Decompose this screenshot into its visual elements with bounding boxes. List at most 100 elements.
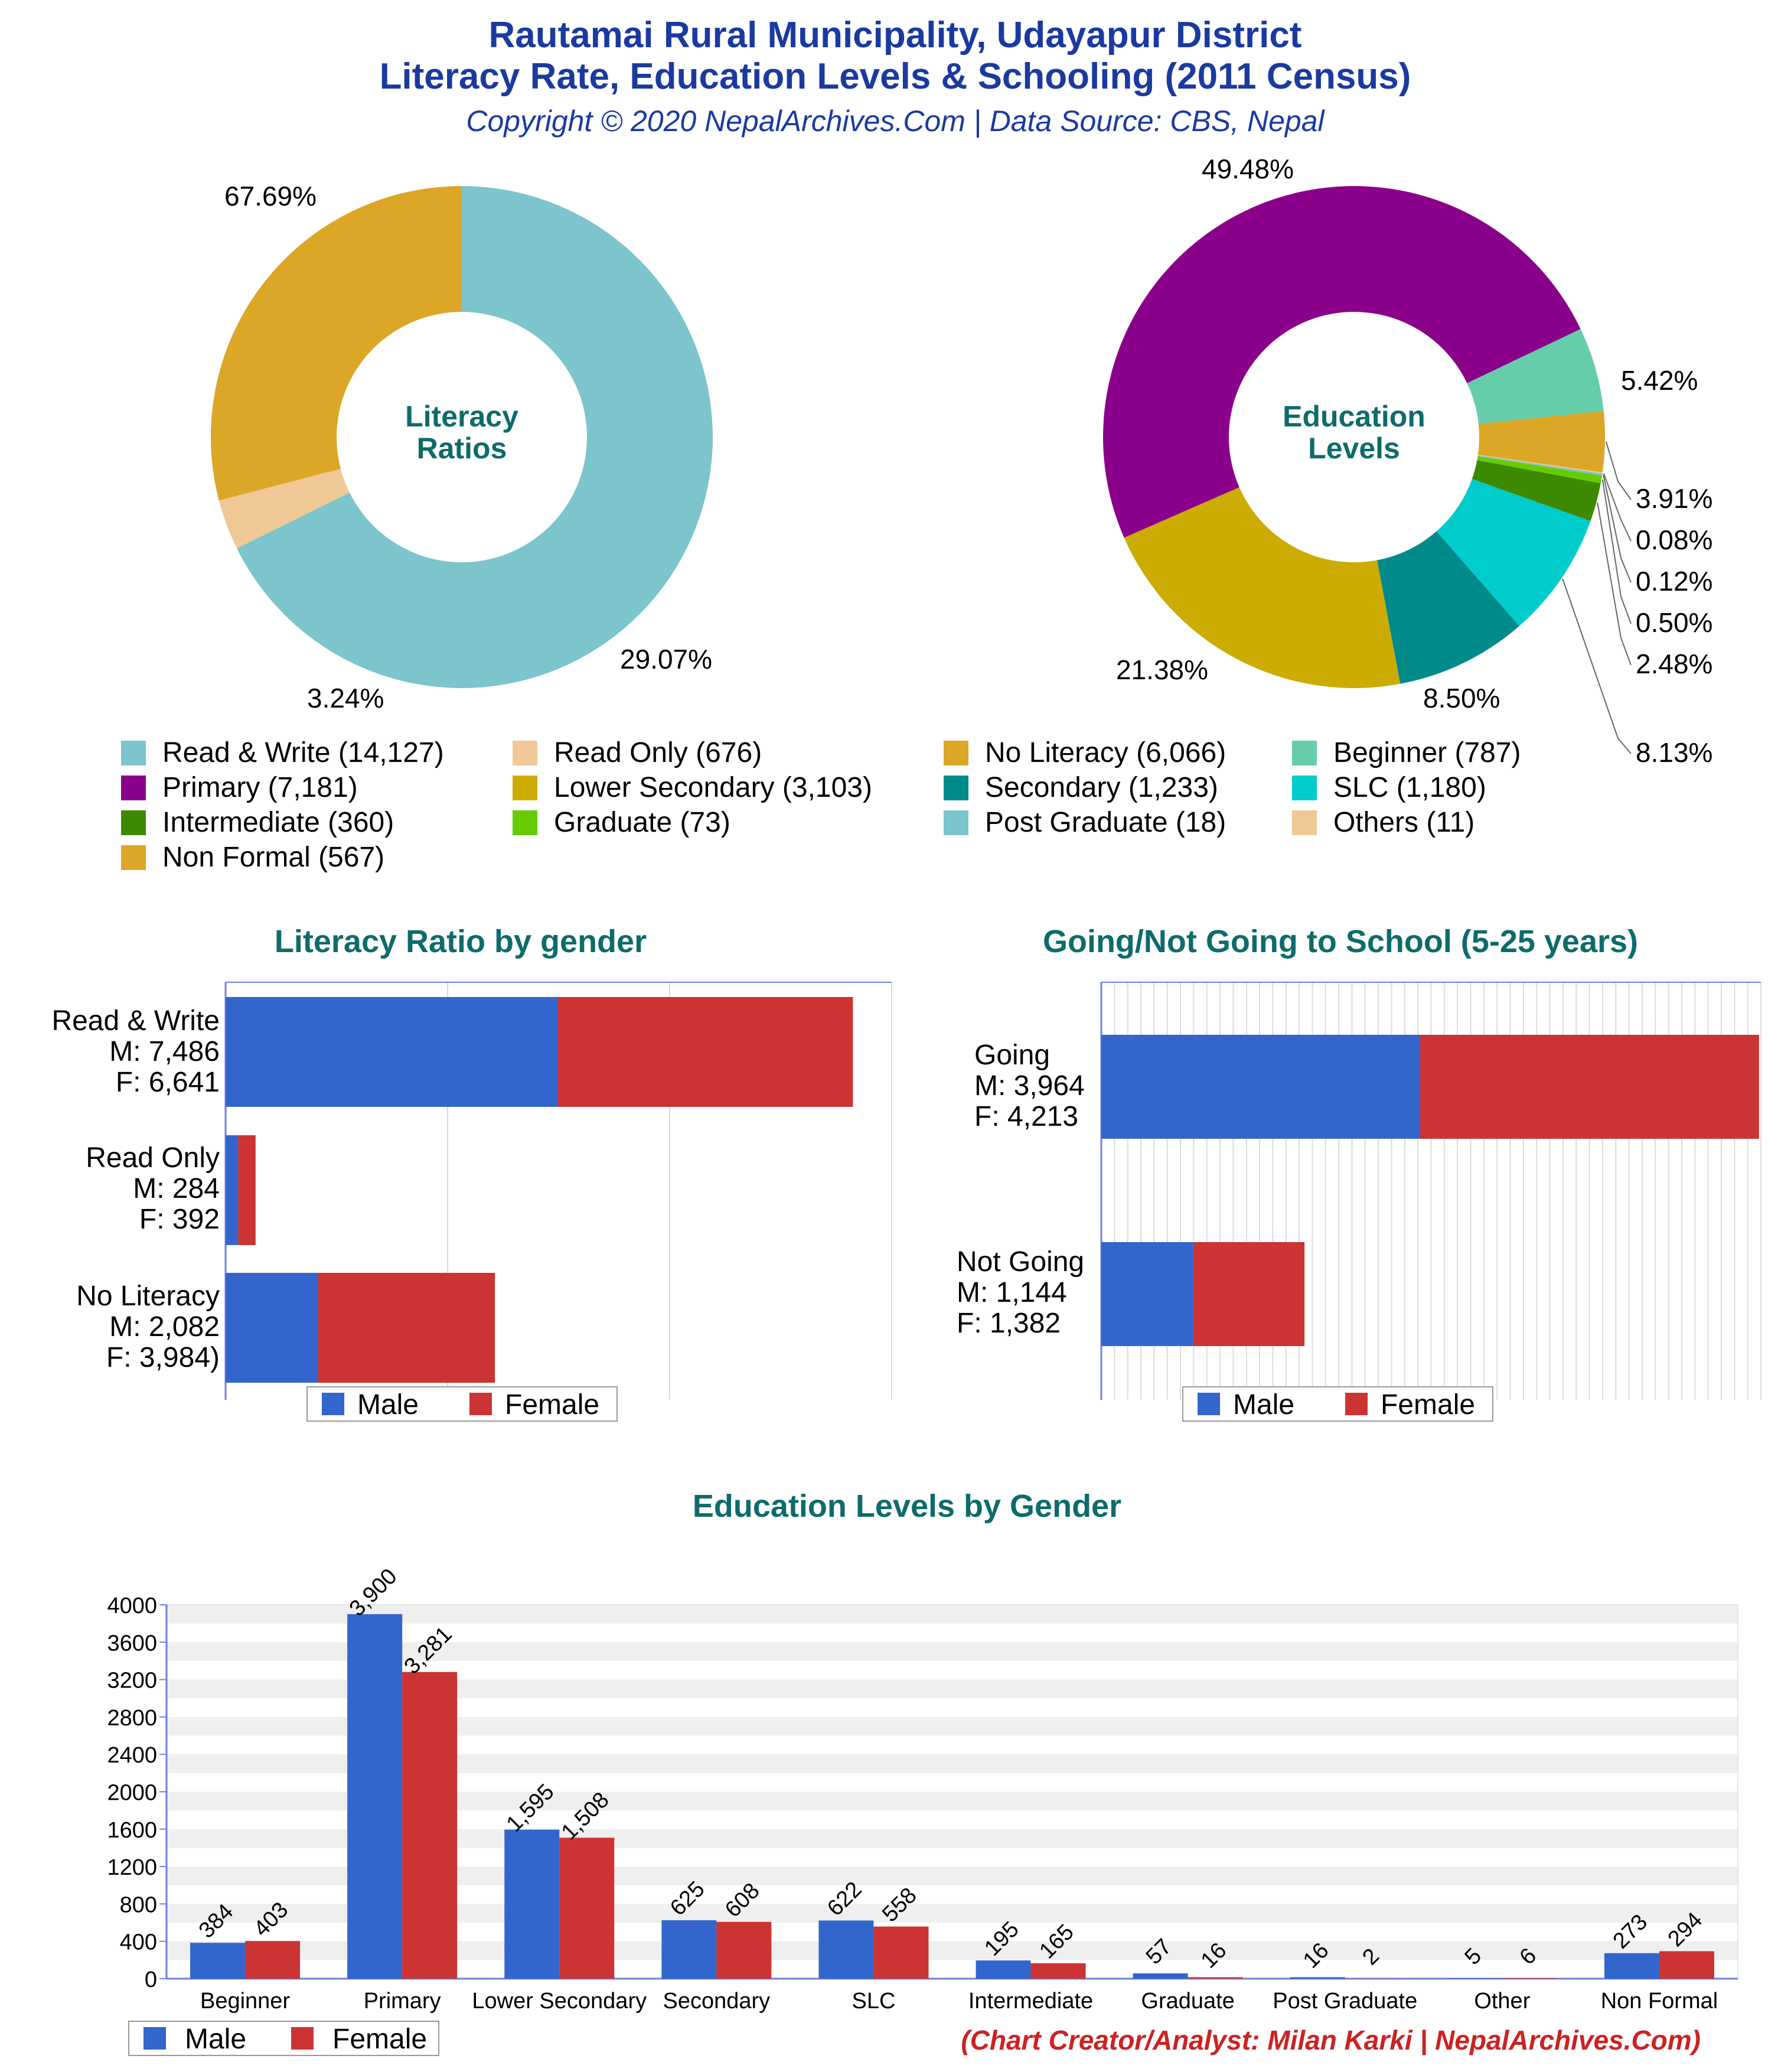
category-label: F: 6,641 <box>116 1067 220 1098</box>
legend-female-label: Female <box>505 1389 599 1421</box>
legend-box <box>306 1386 618 1422</box>
bar-female <box>1502 1978 1557 1979</box>
bar-female <box>1659 1951 1714 1979</box>
legend-entry: Primary (7,181) <box>162 772 358 803</box>
slice-percent-label: 8.13% <box>1636 737 1712 768</box>
bar-female <box>1030 1963 1086 1979</box>
school-going-title: Going/Not Going to School (5-25 years) <box>1043 924 1638 959</box>
bar-female <box>873 1926 929 1979</box>
title-line-1: Rautamai Rural Municipality, Udayapur Di… <box>489 15 1302 56</box>
slice-leader-line <box>1562 578 1632 754</box>
legend-swatch-male <box>1198 1393 1220 1415</box>
donut-slice <box>1376 531 1519 684</box>
donut-slice <box>1477 411 1605 473</box>
slice-percent-label: 49.48% <box>1202 154 1294 184</box>
slice-percent-label: 67.69% <box>224 181 317 211</box>
legend-male-label: Male <box>1233 1389 1294 1421</box>
x-tick-label: Beginner <box>200 1989 290 2014</box>
education-levels-donut: 5.42% 3.91% 0.08% 0.12% 0.50% 2.48% 8.13% 8.50%… <box>1103 154 1712 768</box>
legend-swatch-male <box>322 1393 344 1415</box>
x-tick-label: Intermediate <box>968 1989 1093 2014</box>
x-tick-label: Primary <box>364 1989 441 2014</box>
slice-percent-label: 0.50% <box>1636 607 1712 638</box>
x-tick-label: Secondary <box>663 1989 771 2014</box>
legend-swatch <box>1292 776 1317 800</box>
donut-slice <box>237 186 713 688</box>
legend-entry: No Literacy (6,066) <box>985 737 1226 768</box>
category-label: M: 7,486 <box>109 1036 220 1067</box>
bar-value-label: 57 <box>1141 1934 1177 1970</box>
slice-percent-label: 29.07% <box>620 644 712 675</box>
legend-entry: Read Only (676) <box>554 737 762 768</box>
donut-slice <box>211 186 462 501</box>
legend-female-label: Female <box>1381 1389 1475 1421</box>
legend-swatch <box>1292 810 1317 835</box>
legend-swatch <box>121 776 146 800</box>
slice-leader-line <box>1601 479 1632 624</box>
category-label: M: 2,082 <box>109 1311 220 1343</box>
bar-male <box>1101 1035 1420 1139</box>
legend-entry: Read & Write (14,127) <box>162 737 444 768</box>
slice-percent-label: 2.48% <box>1636 649 1712 679</box>
y-tick-label: 0 <box>145 1967 157 1992</box>
bar-male <box>976 1960 1031 1979</box>
legend-swatch-male <box>143 2027 166 2050</box>
slice-percent-label: 5.42% <box>1621 365 1698 396</box>
category-label: Not Going <box>957 1246 1084 1278</box>
x-tick-label: Post Graduate <box>1273 1989 1417 2014</box>
slice-leader-line <box>1605 441 1632 500</box>
bar-male <box>226 997 558 1107</box>
bar-female <box>1188 1977 1243 1979</box>
legend-entry: Secondary (1,233) <box>985 772 1218 803</box>
bar-male <box>1101 1242 1193 1346</box>
slice-percent-label: 21.38% <box>1116 654 1208 685</box>
legend-swatch <box>1292 741 1317 765</box>
slice-percent-label: 3.91% <box>1636 483 1712 514</box>
legend-entry: Graduate (73) <box>554 807 730 838</box>
bar-male <box>1133 1973 1188 1979</box>
bar-female <box>238 1135 256 1245</box>
slice-percent-label: 0.12% <box>1636 566 1712 597</box>
legend-entry: Lower Secondary (3,103) <box>554 772 872 803</box>
x-tick-label: Lower Secondary <box>472 1989 647 2014</box>
legend-swatch <box>121 845 146 870</box>
x-tick-label: Non Formal <box>1601 1989 1718 2014</box>
legend-swatch-female <box>1345 1393 1368 1415</box>
legend-swatch <box>513 810 537 835</box>
bar-female <box>245 1941 301 1979</box>
literacy-gender-title: Literacy Ratio by gender <box>275 924 647 959</box>
legend-swatch <box>513 776 537 800</box>
y-tick-label: 2400 <box>107 1743 157 1768</box>
legend-swatch <box>121 810 146 835</box>
bar-female <box>318 1273 495 1383</box>
slice-leader-line <box>1603 473 1632 542</box>
slice-leader-line <box>1603 474 1632 583</box>
legend-entry: Others (11) <box>1333 807 1474 838</box>
category-label: F: 3,984) <box>106 1342 220 1373</box>
legend-male-label: Male <box>185 2024 246 2055</box>
legend-swatch <box>944 741 968 765</box>
category-label: M: 1,144 <box>957 1277 1067 1308</box>
y-tick-label: 1200 <box>107 1855 157 1880</box>
donut-center-label: Ratios <box>417 432 507 465</box>
category-label: F: 392 <box>139 1204 220 1235</box>
donut-slice <box>1103 186 1581 538</box>
plot-band <box>167 1605 1738 1624</box>
donut-slice <box>1477 455 1603 476</box>
plot-band <box>167 1642 1738 1661</box>
donut-slice <box>1467 329 1604 424</box>
legend-box <box>1182 1386 1493 1422</box>
donut-center-label: Education <box>1283 400 1425 433</box>
donut-center-label: Literacy <box>405 400 518 433</box>
y-tick-label: 400 <box>120 1930 157 1955</box>
legend-male-label: Male <box>357 1389 419 1421</box>
donut-slice <box>1124 487 1401 688</box>
legend-swatch <box>513 741 537 765</box>
education-gender-chart: 0400800120016002000240028003200360040003… <box>107 1564 1738 2056</box>
legend-entry: Beginner (787) <box>1333 737 1521 768</box>
slice-percent-label: 3.24% <box>307 683 384 714</box>
donut-slice <box>1477 456 1602 484</box>
bar-male <box>190 1943 246 1979</box>
